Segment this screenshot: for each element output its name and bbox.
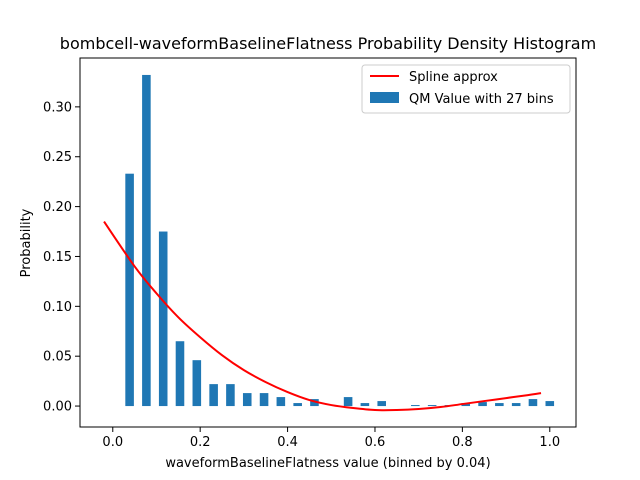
y-tick-label: 0.10 [43,300,72,315]
x-tick-label: 0.8 [452,435,473,450]
histogram-bar [478,402,487,407]
x-axis-title: waveformBaselineFlatness value (binned b… [165,456,490,471]
histogram-bar [175,341,185,407]
y-tick-label: 0.00 [43,400,72,415]
y-tick-label: 0.25 [43,150,72,165]
histogram-bar [192,360,202,407]
x-axis-ticks: 0.0 0.2 0.4 0.6 0.8 1.0 [102,427,560,450]
histogram-bar [125,173,134,407]
chart-title: bombcell-waveformBaselineFlatness Probab… [60,34,596,53]
plot-area-frame [79,57,577,428]
y-tick-label: 0.15 [43,250,72,265]
y-axis-title: Probability [19,208,34,277]
legend-bar-label: QM Value with 27 bins [409,92,554,107]
x-tick-label: 1.0 [539,435,560,450]
legend-bar-swatch [370,92,399,103]
legend-spline-label: Spline approx [409,70,498,85]
bar-series [125,74,555,407]
histogram-bar [377,401,386,407]
histogram-bar [293,403,302,407]
histogram-bar [511,403,521,407]
histogram-bar [226,384,235,407]
x-tick-label: 0.4 [277,435,298,450]
histogram-bar [360,403,370,407]
y-tick-label: 0.20 [43,200,72,215]
histogram-bar [343,397,353,407]
histogram-bar [545,401,555,407]
legend: Spline approx QM Value with 27 bins [361,64,571,114]
histogram-bar [528,399,538,407]
x-tick-label: 0.2 [190,435,211,450]
spline-line [103,220,542,412]
y-tick-label: 0.30 [43,100,72,115]
histogram-bar [411,405,420,407]
histogram-bar [158,231,168,407]
histogram-bar [427,405,437,407]
histogram-bar [242,393,252,407]
y-axis-ticks: 0.00 0.05 0.10 0.15 0.20 0.25 0.30 [43,100,80,415]
y-tick-label: 0.05 [43,350,72,365]
legend-box [361,64,571,114]
histogram-bar [259,393,269,407]
x-tick-label: 0.6 [365,435,386,450]
histogram-bar [310,399,319,407]
spline-series [103,220,542,412]
x-tick-label: 0.0 [102,435,123,450]
histogram-bar [276,397,286,407]
histogram-bar [142,74,151,407]
histogram-bar [495,403,504,407]
histogram-bar [209,384,218,407]
